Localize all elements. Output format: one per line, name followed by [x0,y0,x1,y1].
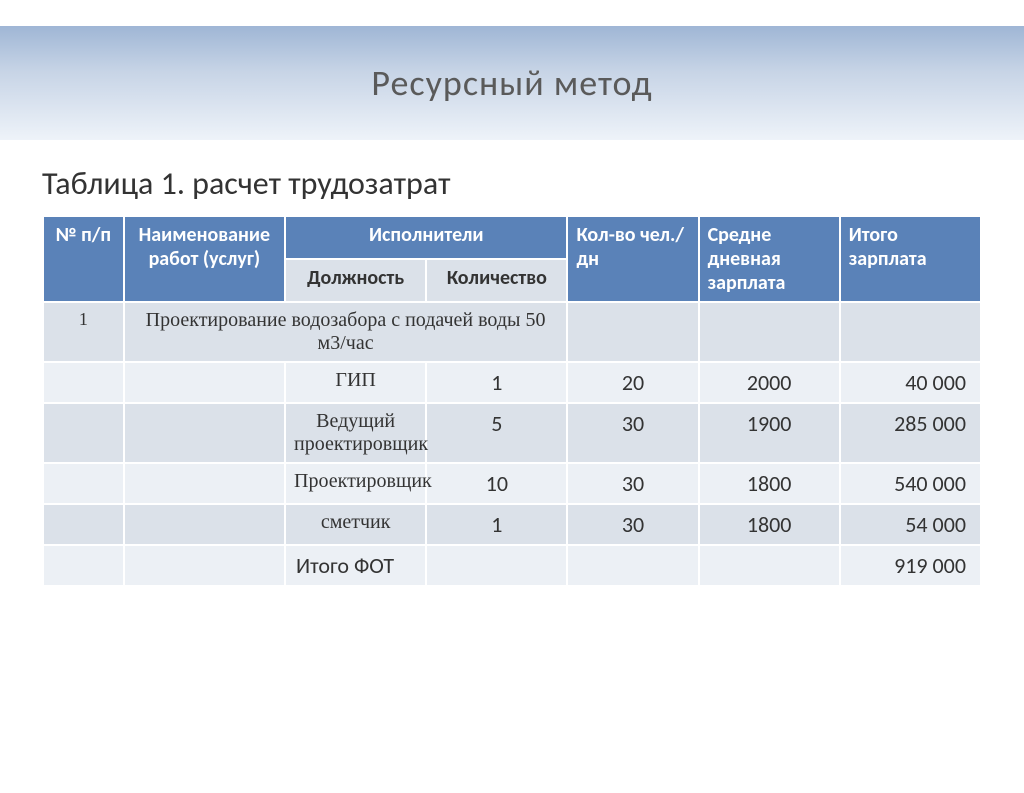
cell-total: 54 000 [840,504,981,545]
cell-work-name [124,362,285,403]
cell-position: Проектировщик [285,463,426,504]
cell-num [43,545,124,586]
table-row: сметчик130180054 000 [43,504,981,545]
cell-position: Ведущий проектировщик [285,403,426,463]
cell-work-name [124,403,285,463]
cell-work-name: Проектирование водозабора с подачей воды… [124,302,568,362]
col-num: № п/п [43,216,124,302]
table-row: Проектировщик10301800540 000 [43,463,981,504]
cell-avg-salary: 2000 [699,362,840,403]
cell-num [43,504,124,545]
cell-position: сметчик [285,504,426,545]
cell-work-name [124,504,285,545]
cell-position: ГИП [285,362,426,403]
labor-table: № п/п Наименование работ (услуг) Исполни… [42,215,982,587]
cell-num: 1 [43,302,124,362]
cell-person-days: 20 [567,362,698,403]
col-avg-salary: Средне дневная зарплата [699,216,840,302]
slide-subtitle: Таблица 1. расчет трудозатрат [42,164,1024,203]
col-quantity: Количество [426,259,567,302]
slide-title: Ресурсный метод [371,61,652,105]
col-total-salary: Итого зарплата [840,216,981,302]
cell-quantity: 1 [426,362,567,403]
cell-quantity: 5 [426,403,567,463]
cell-person-days [567,302,698,362]
cell-work-name [124,545,285,586]
cell-avg-salary: 1800 [699,463,840,504]
cell-person-days [567,545,698,586]
cell-work-name [124,463,285,504]
cell-avg-salary [699,302,840,362]
labor-table-wrap: № п/п Наименование работ (услуг) Исполни… [42,215,982,587]
table-row: 1Проектирование водозабора с подачей вод… [43,302,981,362]
col-person-days: Кол-во чел./дн [567,216,698,302]
table-row: Итого ФОТ 919 000 [43,545,981,586]
cell-num [43,463,124,504]
col-name: Наименование работ (услуг) [124,216,285,302]
cell-total: 540 000 [840,463,981,504]
cell-quantity [426,545,567,586]
cell-avg-salary: 1900 [699,403,840,463]
cell-person-days: 30 [567,504,698,545]
labor-table-body: 1Проектирование водозабора с подачей вод… [43,302,981,586]
cell-position: Итого ФОТ [285,545,426,586]
col-executors: Исполнители [285,216,567,259]
cell-person-days: 30 [567,463,698,504]
cell-quantity: 10 [426,463,567,504]
cell-num [43,362,124,403]
table-row: Ведущий проектировщик5301900285 000 [43,403,981,463]
slide-title-band: Ресурсный метод [0,26,1024,140]
cell-avg-salary [699,545,840,586]
cell-total: 40 000 [840,362,981,403]
cell-person-days: 30 [567,403,698,463]
cell-avg-salary: 1800 [699,504,840,545]
cell-total [840,302,981,362]
cell-total: 285 000 [840,403,981,463]
col-position: Должность [285,259,426,302]
cell-quantity: 1 [426,504,567,545]
table-row: ГИП120200040 000 [43,362,981,403]
cell-num [43,403,124,463]
cell-total: 919 000 [840,545,981,586]
